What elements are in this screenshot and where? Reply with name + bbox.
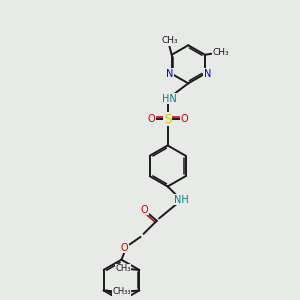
Text: O: O: [121, 243, 128, 253]
Text: CH₃: CH₃: [115, 264, 131, 273]
Text: S: S: [164, 112, 171, 126]
Text: N: N: [166, 69, 173, 79]
Text: CH₃: CH₃: [112, 287, 128, 296]
Text: N: N: [203, 69, 211, 79]
Text: CH₃: CH₃: [115, 287, 131, 296]
Text: HN: HN: [162, 94, 176, 103]
Text: CH₃: CH₃: [161, 36, 178, 45]
Text: NH: NH: [173, 195, 188, 205]
Text: O: O: [180, 114, 188, 124]
Text: O: O: [148, 114, 155, 124]
Text: O: O: [141, 205, 148, 214]
Text: CH₃: CH₃: [213, 48, 230, 57]
